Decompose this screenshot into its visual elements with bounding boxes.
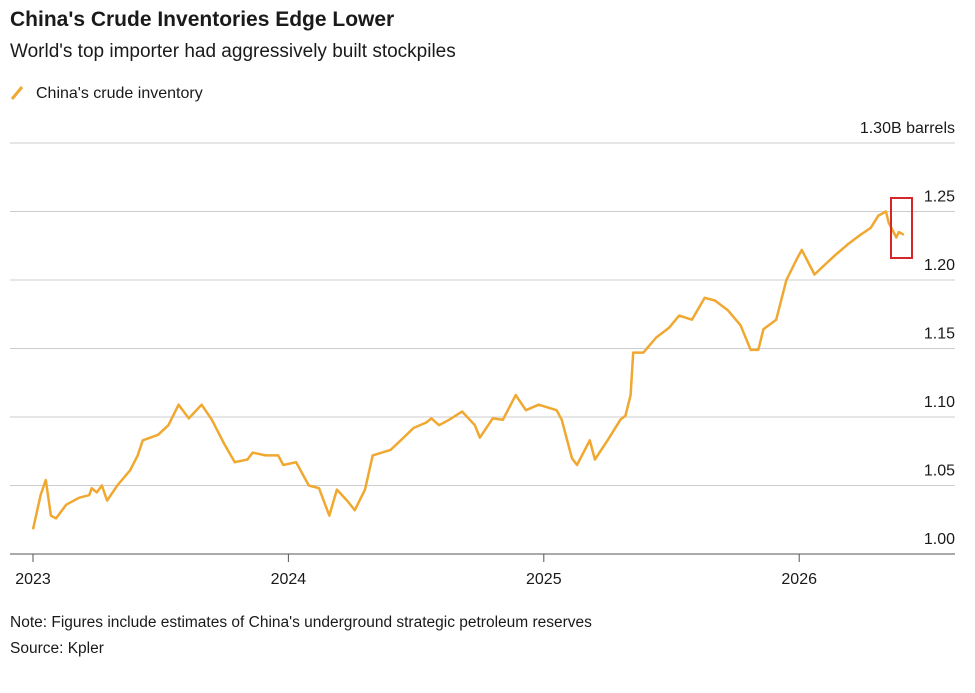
legend-swatch — [10, 86, 24, 100]
x-tick-label: 2026 — [781, 571, 817, 588]
y-tick-label: 1.05 — [924, 463, 955, 480]
data-line — [31, 210, 905, 530]
y-tick-label: 1.00 — [924, 531, 955, 548]
x-tick-label: 2024 — [271, 571, 307, 588]
chart-title: China's Crude Inventories Edge Lower — [10, 8, 394, 31]
source: Source: Kpler — [10, 640, 104, 657]
note: Note: Figures include estimates of China… — [10, 614, 592, 631]
y-tick-label: 1.30B barrels — [860, 120, 955, 137]
y-tick-label: 1.10 — [924, 394, 955, 411]
x-tick-label: 2025 — [526, 571, 562, 588]
plot-area: 1.00 1.05 1.10 1.15 1.20 1.25 1.30B barrels 202… — [10, 120, 955, 588]
x-tick-label: 2023 — [15, 571, 51, 588]
legend-label: China's crude inventory — [36, 85, 203, 102]
y-tick-label: 1.25 — [924, 189, 955, 206]
highlight-box — [890, 197, 913, 259]
chart-subtitle: World's top importer had aggressively bu… — [10, 41, 456, 62]
y-tick-label: 1.15 — [924, 326, 955, 343]
y-tick-label: 1.20 — [924, 257, 955, 274]
